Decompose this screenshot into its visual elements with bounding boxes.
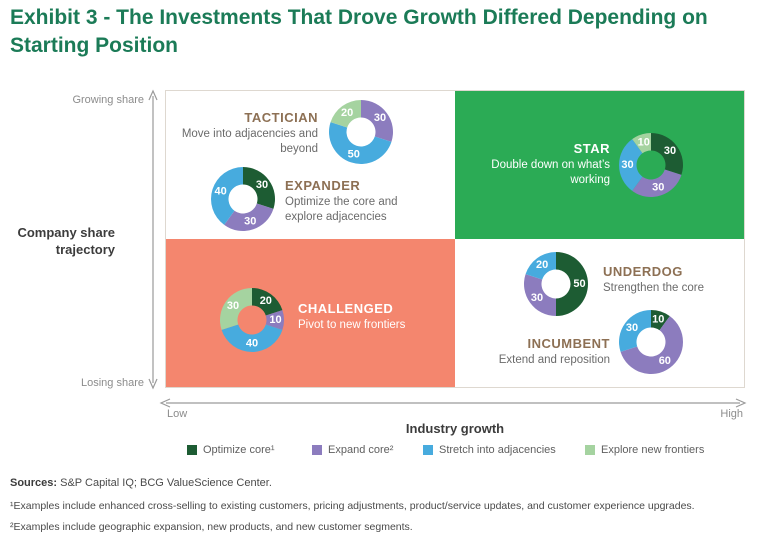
donut-segment-value: 30 (374, 112, 386, 124)
donut-segment (224, 203, 274, 231)
challenged-subtitle: Pivot to new frontiers (298, 319, 406, 331)
donut-segment-value: 40 (215, 186, 227, 198)
donut-segment-value: 30 (531, 292, 543, 304)
legend-item-1: Expand core² (312, 444, 393, 456)
y-axis-top-label: Growing share (72, 94, 144, 106)
donut-segment-value: 40 (246, 338, 258, 350)
y-axis-title: Company share trajectory (17, 225, 115, 257)
donut-segment (524, 274, 556, 316)
donut-segment-value: 30 (664, 145, 676, 157)
challenged-donut-chart: 20 10 40 30 (220, 288, 284, 352)
donut-segment-value: 30 (626, 322, 638, 334)
donut-segment-value: 20 (341, 107, 353, 119)
quadrant-matrix (165, 90, 745, 388)
tactician-name: TACTICIAN (244, 110, 318, 125)
donut-segment-value: 20 (260, 295, 272, 307)
legend-item-3: Explore new frontiers (585, 444, 704, 456)
legend: Optimize core¹ Expand core² Stretch into a… (0, 444, 768, 460)
x-axis-left-label: Low (167, 408, 188, 420)
footnote-2: ²Examples include geographic expansion, … (10, 521, 413, 533)
legend-item-label: Expand core² (328, 444, 394, 456)
expander-label-block: EXPANDER Optimize the core and explore a… (285, 178, 435, 225)
tactician-subtitle: Move into adjacencies and beyond (181, 128, 318, 155)
donut-segment (265, 310, 284, 330)
donut-segment-value: 30 (652, 181, 664, 193)
footnote-1: ¹Examples include enhanced cross-selling… (10, 500, 695, 512)
donut-segment-value: 20 (536, 259, 548, 271)
donut-segment (556, 252, 588, 316)
underdog-name: UNDERDOG (603, 264, 683, 279)
y-axis-arrow (148, 89, 158, 390)
donut-segment-value: 30 (244, 215, 256, 227)
donut-segment (243, 167, 275, 209)
donut-segment-value: 10 (269, 314, 281, 326)
donut-segment (329, 122, 392, 164)
incumbent-subtitle: Extend and reposition (498, 354, 610, 366)
page-title: Exhibit 3 - The Investments That Drove G… (10, 6, 708, 57)
underdog-subtitle: Strengthen the core (603, 282, 705, 294)
sources-line: Sources: S&P Capital IQ; BCG ValueScienc… (10, 477, 272, 489)
underdog-label-block: UNDERDOG Strengthen the core (603, 264, 743, 296)
sources-text: S&P Capital IQ; BCG ValueScience Center. (57, 477, 272, 489)
donut-segment (220, 288, 252, 330)
donut-segment (632, 169, 682, 197)
expander-donut-chart: 30 30 40 (211, 167, 275, 231)
tactician-donut-chart: 30 50 20 (329, 100, 393, 164)
donut-segment (361, 100, 393, 142)
legend-item-label: Stretch into adjacencies (439, 444, 556, 456)
donut-segment (651, 310, 670, 331)
donut-segment (632, 133, 651, 154)
donut-segment (221, 324, 283, 352)
donut-segment (252, 288, 283, 316)
donut-segment (211, 167, 243, 225)
donut-segment-value: 50 (348, 148, 360, 160)
x-axis-right-label: High (720, 408, 743, 420)
legend-item-label: Optimize core¹ (203, 444, 275, 456)
star-name: STAR (573, 141, 610, 156)
star-subtitle: Double down on what’s working (491, 159, 610, 186)
incumbent-label-block: INCUMBENT Extend and reposition (460, 336, 610, 368)
donut-segment-value: 10 (652, 314, 664, 326)
challenged-label-block: CHALLENGED Pivot to new frontiers (298, 301, 468, 333)
incumbent-name: INCUMBENT (527, 336, 610, 351)
quadrant-growing-high (455, 91, 744, 239)
star-label-block: STAR Double down on what’s working (490, 141, 610, 188)
legend-swatch-icon (187, 445, 197, 455)
donut-segment (619, 139, 643, 191)
donut-segment-value: 30 (621, 159, 633, 171)
legend-swatch-icon (423, 445, 433, 455)
donut-segment (330, 100, 361, 128)
legend-item-2: Stretch into adjacencies (423, 444, 556, 456)
donut-segment-value: 60 (659, 355, 671, 367)
donut-segment (619, 310, 651, 352)
legend-swatch-icon (585, 445, 595, 455)
legend-item-label: Explore new frontiers (601, 444, 705, 456)
donut-segment-value: 30 (256, 179, 268, 191)
donut-segment-value: 10 (638, 137, 650, 149)
legend-item-0: Optimize core¹ (187, 444, 275, 456)
donut-segment (620, 316, 683, 374)
donut-segment (651, 133, 683, 175)
donut-segment-value: 30 (227, 300, 239, 312)
underdog-donut-chart: 50 30 20 (524, 252, 588, 316)
y-axis-bottom-label: Losing share (81, 377, 144, 389)
donut-segment (525, 252, 556, 280)
expander-name: EXPANDER (285, 178, 361, 193)
sources-label: Sources: (10, 477, 58, 489)
incumbent-donut-chart: 10 60 30 (619, 310, 683, 374)
quadrant-losing-high (455, 239, 744, 387)
donut-segment-value: 50 (573, 278, 585, 290)
quadrant-losing-low (166, 239, 455, 387)
x-axis-title: Industry growth (405, 421, 505, 436)
legend-swatch-icon (312, 445, 322, 455)
expander-subtitle: Optimize the core and explore adjacencie… (285, 196, 398, 223)
challenged-name: CHALLENGED (298, 301, 394, 316)
x-axis-arrow (159, 398, 747, 408)
star-donut-chart: 30 30 30 10 (619, 133, 683, 197)
quadrant-growing-low (166, 91, 455, 239)
tactician-label-block: TACTICIAN Move into adjacencies and beyo… (170, 110, 318, 157)
